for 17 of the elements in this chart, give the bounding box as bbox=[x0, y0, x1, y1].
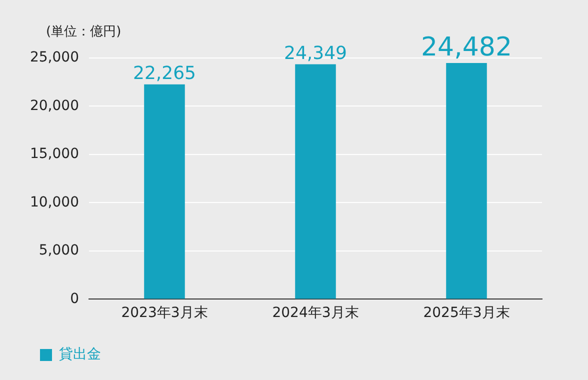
x-tick-label: 2023年3月末 bbox=[121, 305, 208, 322]
y-tick-label: 0 bbox=[70, 290, 79, 307]
y-axis-title: (単位：億円) bbox=[46, 24, 122, 40]
y-tick-label: 25,000 bbox=[30, 50, 79, 66]
bar bbox=[295, 64, 336, 299]
y-tick-label: 15,000 bbox=[30, 146, 79, 162]
bar bbox=[144, 84, 185, 299]
data-label: 24,482 bbox=[421, 32, 512, 63]
x-tick-label: 2025年3月末 bbox=[423, 305, 510, 322]
y-tick-label: 5,000 bbox=[38, 242, 79, 259]
data-label: 22,265 bbox=[132, 63, 196, 84]
data-label: 24,349 bbox=[284, 42, 347, 64]
legend-label: 貸出金 bbox=[59, 346, 101, 363]
y-tick-label: 20,000 bbox=[30, 98, 79, 114]
x-tick-label: 2024年3月末 bbox=[272, 305, 359, 322]
y-tick-label: 10,000 bbox=[30, 194, 79, 210]
bar bbox=[446, 63, 487, 299]
